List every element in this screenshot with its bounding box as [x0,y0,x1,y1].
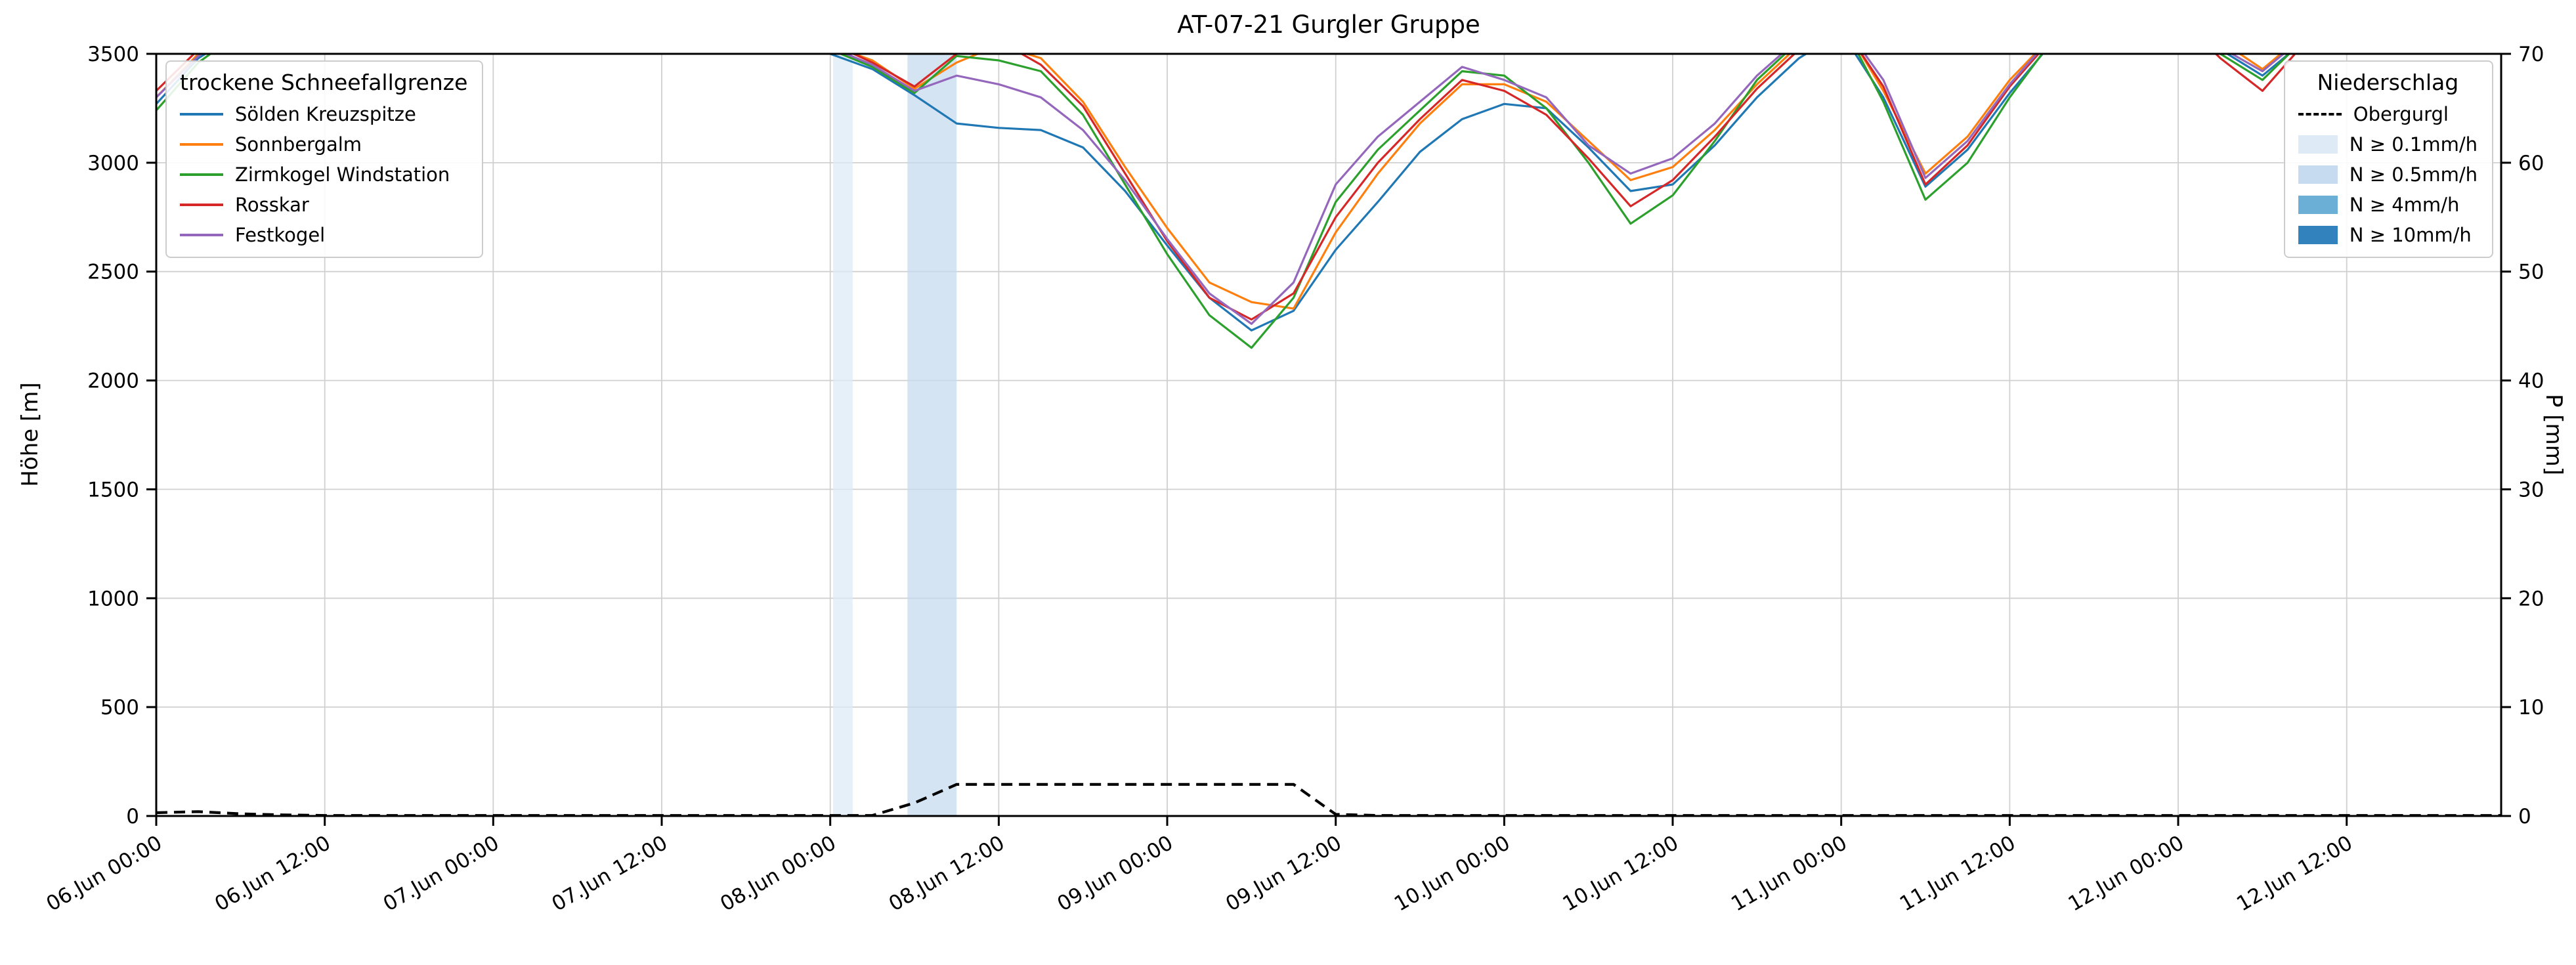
x-tick-label: 09.Jun 12:00 [1222,831,1346,916]
x-tick-label: 06.Jun 12:00 [211,831,335,916]
x-tick-label: 10.Jun 12:00 [1558,831,1683,916]
grid-lines [156,54,2501,816]
line-swatch [180,113,223,116]
legend-entry: Festkogel [180,224,467,246]
legend-entry-label: Rosskar [235,194,309,216]
legend-entry: Rosskar [180,194,467,216]
legend-entries: Obergurgl N ≥ 0.1mm/h N ≥ 0.5mm/h N ≥ 4mm/h… [2298,103,2478,246]
legend-entry-label: Obergurgl [2353,103,2449,125]
precip-band [907,54,957,816]
legend-entries: Sölden Kreuzspitze Sonnbergalm Zirmkogel W… [180,103,467,246]
legend-entry-label: Festkogel [235,224,326,246]
x-tick-label: 07.Jun 12:00 [547,831,672,916]
y-tick-label: 1000 [87,587,139,611]
legend-snowfall-line: trockene Schneefallgrenze Sölden Kreuzsp… [165,60,484,258]
y-tick-label: 0 [2518,805,2531,828]
x-tick-label: 11.Jun 00:00 [1727,831,1851,916]
series-line [156,54,2297,321]
legend-entry: N ≥ 0.5mm/h [2298,163,2478,186]
series-line [156,54,2291,332]
line-swatch [180,204,223,206]
legend-entry: Obergurgl [2298,103,2478,125]
x-tick-label: 07.Jun 00:00 [379,831,504,916]
legend-entry: Zirmkogel Windstation [180,163,467,186]
y-tick-label: 50 [2518,261,2544,284]
y-tick-label: 2500 [87,261,139,284]
legend-entry: Sonnbergalm [180,133,467,156]
series-line [156,54,2283,310]
line-swatch [180,234,223,236]
line-swatch [180,143,223,146]
y-tick-label: 10 [2518,696,2544,719]
x-tick-label: 08.Jun 12:00 [885,831,1009,916]
legend-entry: N ≥ 4mm/h [2298,194,2478,216]
dashed-line-swatch [2298,113,2342,116]
color-patch-swatch [2298,165,2338,184]
legend-title: trockene Schneefallgrenze [180,70,468,95]
series-line [156,54,2291,349]
plot-frame [155,53,2502,817]
x-tick-label: 12.Jun 12:00 [2233,831,2357,916]
y-tick-label: 30 [2518,478,2544,502]
color-patch-swatch [2298,196,2338,214]
legend-entry-label: N ≥ 4mm/h [2349,194,2460,216]
y-tick-label: 0 [126,805,139,828]
legend-entry: N ≥ 10mm/h [2298,224,2478,246]
legend-entry: Sölden Kreuzspitze [180,103,467,125]
legend-title: Niederschlag [2317,70,2459,95]
x-tick-label: 08.Jun 00:00 [716,831,840,916]
y-tick-label: 3000 [87,152,139,175]
y-tick-label: 40 [2518,370,2544,393]
x-tick-label: 10.Jun 00:00 [1390,831,1514,916]
legend-entry-label: Zirmkogel Windstation [235,163,450,186]
legend-entry: N ≥ 0.1mm/h [2298,133,2478,156]
color-patch-swatch [2298,135,2338,154]
y-tick-label: 20 [2518,587,2544,611]
y-tick-label: 500 [100,696,139,719]
x-tick-label: 09.Jun 00:00 [1053,831,1177,916]
y-tick-label: 70 [2518,43,2544,66]
y-tick-label: 3500 [87,43,139,66]
legend-entry-label: Sonnbergalm [235,133,362,156]
precip-bands [833,54,957,816]
color-patch-swatch [2298,226,2338,244]
series-line [156,54,2286,325]
legend-entry-label: N ≥ 10mm/h [2349,224,2472,246]
line-swatch [180,173,223,176]
axis-ticks [146,53,2511,826]
y-tick-label: 1500 [87,478,139,502]
legend-precipitation: Niederschlag Obergurgl N ≥ 0.1mm/h N ≥ 0.5… [2283,60,2493,258]
legend-entry-label: Sölden Kreuzspitze [235,103,416,125]
legend-entry-label: N ≥ 0.5mm/h [2349,163,2478,186]
x-tick-label: 06.Jun 00:00 [42,831,166,916]
y-tick-label: 2000 [87,370,139,393]
precip-band [833,54,853,816]
x-tick-label: 11.Jun 12:00 [1896,831,2020,916]
x-tick-label: 12.Jun 00:00 [2064,831,2188,916]
y-tick-label: 60 [2518,152,2544,175]
legend-entry-label: N ≥ 0.1mm/h [2349,133,2478,156]
chart-title: AT-07-21 Gurgler Gruppe [1177,11,1480,39]
